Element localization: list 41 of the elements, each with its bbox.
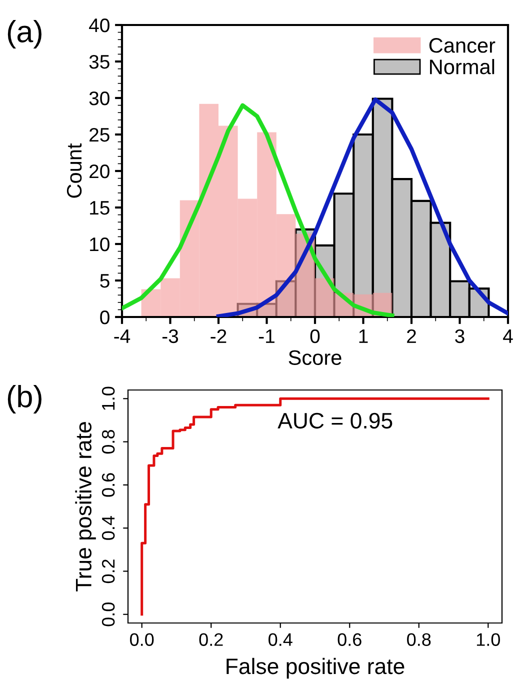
x-tick-label: 0.0 <box>130 633 154 646</box>
text: (a) <box>8 20 42 48</box>
y-tick-label: 0.2 <box>102 560 115 584</box>
text: (b) <box>8 385 42 414</box>
x-tick-label: -3 <box>162 329 178 344</box>
legend-label: Cancer <box>429 38 496 53</box>
x-tick-label: 3 <box>455 329 464 344</box>
y-tick-label: 35 <box>89 54 110 69</box>
legend-label: Normal <box>430 59 494 74</box>
y-tick-label: 5 <box>100 274 110 288</box>
y-tick-label: 25 <box>90 128 110 142</box>
x-tick-label: 1 <box>359 330 368 343</box>
y-tick-label: 0.8 <box>102 430 115 454</box>
y-tick-label: 1.0 <box>102 386 115 410</box>
x-tick-label: 0 <box>310 329 320 344</box>
x-tick-label: 0.8 <box>407 633 431 646</box>
y-tick-label: 15 <box>90 201 110 215</box>
line-series <box>216 97 508 317</box>
annotation: AUC = 0.95 <box>278 412 392 429</box>
y-tick-label: 0.4 <box>102 516 115 540</box>
y-tick-label: 0.0 <box>102 602 115 626</box>
y-axis-title: Count <box>66 143 82 198</box>
line-series <box>122 103 394 317</box>
y-tick-label: 0.6 <box>102 473 115 497</box>
x-tick-label: 4 <box>503 330 513 343</box>
y-tick-label: 10 <box>90 237 110 252</box>
y-tick-label: 40 <box>89 18 110 32</box>
x-tick-label: -2 <box>210 329 226 343</box>
y-tick-label: 30 <box>89 91 110 106</box>
y-tick-label: 0 <box>100 310 110 324</box>
x-tick-label: -1 <box>258 330 274 343</box>
x-tick-label: 1.0 <box>476 633 500 646</box>
x-axis-title: Score <box>288 350 342 366</box>
x-tick-label: 2 <box>407 329 416 343</box>
x-tick-label: 0.2 <box>199 633 223 646</box>
x-tick-label: -4 <box>114 330 130 343</box>
x-tick-label: 0.6 <box>338 633 362 646</box>
x-tick-label: 0.4 <box>268 633 292 646</box>
y-tick-label: 20 <box>90 164 110 178</box>
y-axis-title: True positive rate <box>75 422 96 592</box>
x-axis-title: False positive rate <box>226 658 404 679</box>
